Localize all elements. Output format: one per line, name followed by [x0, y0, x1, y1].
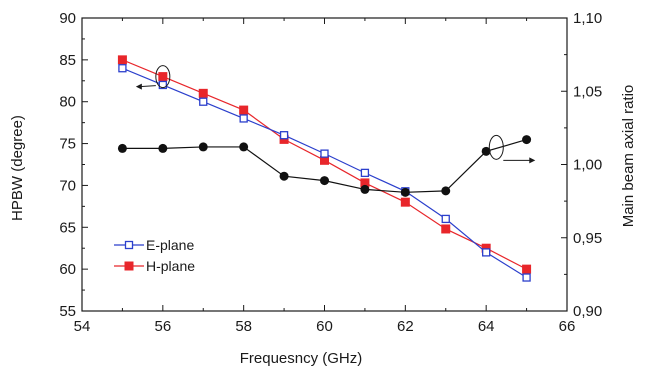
y-tick-label: 85 [59, 52, 76, 69]
data-point-series-3 [400, 187, 410, 197]
legend-item-h-plane: H-plane [114, 258, 195, 274]
axis-ticks: 54 56 58 60 62 64 66 55 60 65 70 75 80 85 90 0,90 0,95 1,… [59, 10, 602, 335]
data-point-e-plane [441, 214, 450, 224]
y-tick-label: 70 [59, 177, 76, 194]
data-point-e-plane [158, 80, 167, 90]
y2-tick-label: 1,05 [573, 83, 602, 100]
data-point-h-plane [158, 72, 168, 82]
y-tick-label: 80 [59, 94, 76, 111]
data-point-h-plane [522, 264, 532, 274]
series-series-3 [117, 135, 532, 197]
data-point-series-3 [158, 143, 168, 153]
annotation-ellipse-left [155, 65, 171, 89]
x-tick-label: 66 [559, 318, 576, 335]
annotation-ellipse-right [488, 134, 504, 160]
data-point-h-plane [198, 88, 208, 98]
y-tick-label: 65 [59, 219, 76, 236]
y-tick-label: 90 [59, 10, 76, 27]
data-point-series-3 [239, 142, 249, 152]
x-tick-label: 56 [154, 318, 171, 335]
series-layer [117, 55, 532, 282]
annotation-arrowhead-left [135, 83, 142, 90]
legend: E-plane H-plane [114, 237, 195, 274]
y-tick-label: 75 [59, 136, 76, 153]
annotation-arrowhead-right [529, 157, 536, 164]
data-point-h-plane [400, 197, 410, 207]
legend-label-h-plane: H-plane [146, 258, 195, 274]
data-point-e-plane [199, 97, 208, 106]
y2-tick-label: 0,95 [573, 230, 602, 247]
data-point-series-3 [360, 184, 370, 194]
legend-marker-h-plane [124, 261, 134, 271]
legend-label-e-plane: E-plane [146, 237, 194, 253]
y2-tick-label: 1,00 [573, 157, 602, 174]
data-point-series-3 [117, 143, 127, 153]
y-tick-label: 60 [59, 261, 76, 278]
data-point-e-plane [320, 149, 329, 158]
y2-tick-label: 0,90 [573, 303, 602, 320]
y2-axis-title: Main beam axial ratio [620, 85, 637, 228]
data-point-h-plane [441, 224, 451, 234]
x-axis-title: Frequesncy (GHz) [240, 350, 363, 367]
x-tick-label: 60 [316, 318, 333, 335]
x-tick-label: 58 [235, 318, 252, 335]
data-point-e-plane [482, 248, 491, 257]
legend-item-e-plane: E-plane [114, 237, 194, 253]
y-axis-title: HPBW (degree) [9, 115, 26, 221]
data-point-h-plane [117, 55, 127, 65]
legend-marker-e-plane [124, 240, 134, 250]
x-tick-label: 62 [397, 318, 414, 335]
data-point-series-3 [441, 186, 451, 196]
annotations [135, 65, 536, 164]
data-point-series-3 [198, 142, 208, 152]
x-tick-label: 54 [74, 318, 91, 335]
x-tick-label: 64 [478, 318, 495, 335]
y2-tick-label: 1,10 [573, 10, 602, 27]
data-point-e-plane [360, 168, 370, 178]
annotation-arrow-left [139, 85, 156, 88]
data-point-e-plane [522, 273, 531, 282]
data-point-e-plane [279, 131, 289, 140]
y-tick-label: 55 [59, 303, 76, 320]
data-point-series-3 [320, 176, 329, 186]
data-point-series-3 [481, 146, 491, 156]
data-point-series-3 [279, 171, 289, 181]
data-point-e-plane [239, 114, 248, 123]
data-point-e-plane [118, 64, 127, 73]
data-point-series-3 [522, 135, 532, 145]
data-point-h-plane [239, 105, 249, 115]
